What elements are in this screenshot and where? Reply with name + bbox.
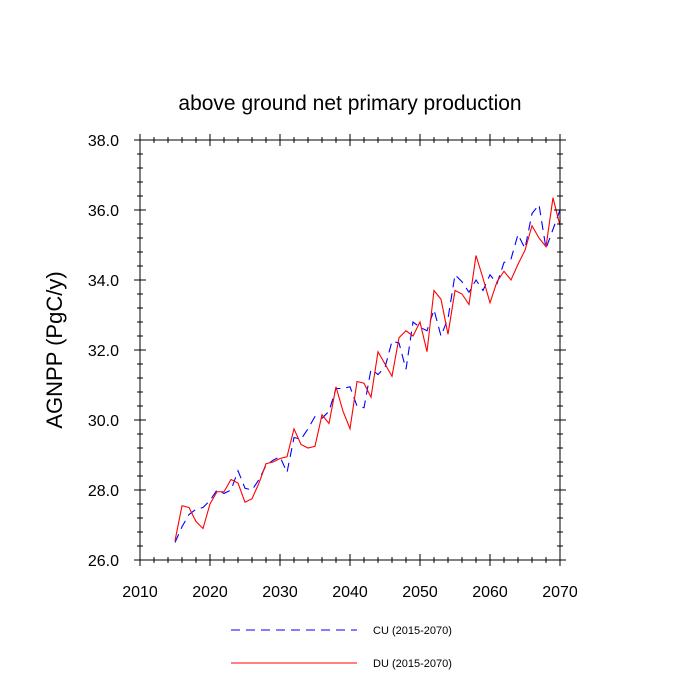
chart-title: above ground net primary production (178, 92, 521, 115)
plot-frame (139, 139, 561, 561)
plot-lines (174, 197, 561, 543)
axis-tick-labels: 2010 2020 2030 2040 2050 2060 2070 26.0 28.0 30.0… (88, 133, 578, 601)
legend: CU (2015-2070) DU (2015-2070) (231, 625, 452, 670)
x-tick-label: 2010 (122, 584, 158, 601)
y-tick-label: 38.0 (88, 133, 119, 150)
series-line-2 (174, 197, 561, 541)
axis-ticks (134, 134, 566, 566)
legend-label-2: DU (2015-2070) (373, 658, 452, 670)
x-tick-label: 2060 (472, 584, 508, 601)
x-tick-label: 2030 (262, 584, 298, 601)
y-tick-label: 34.0 (88, 273, 119, 290)
x-tick-label: 2050 (402, 584, 438, 601)
y-tick-label: 36.0 (88, 203, 119, 220)
x-tick-label: 2040 (332, 584, 368, 601)
y-tick-label: 28.0 (88, 483, 119, 500)
y-tick-label: 30.0 (88, 413, 119, 430)
series-line-1 (174, 203, 561, 543)
legend-label-1: CU (2015-2070) (373, 625, 452, 637)
x-tick-label: 2020 (192, 584, 228, 601)
y-axis-label: AGNPP (PgC/y) (42, 271, 67, 428)
y-tick-label: 26.0 (88, 553, 119, 570)
x-tick-label: 2070 (542, 584, 578, 601)
y-tick-label: 32.0 (88, 343, 119, 360)
